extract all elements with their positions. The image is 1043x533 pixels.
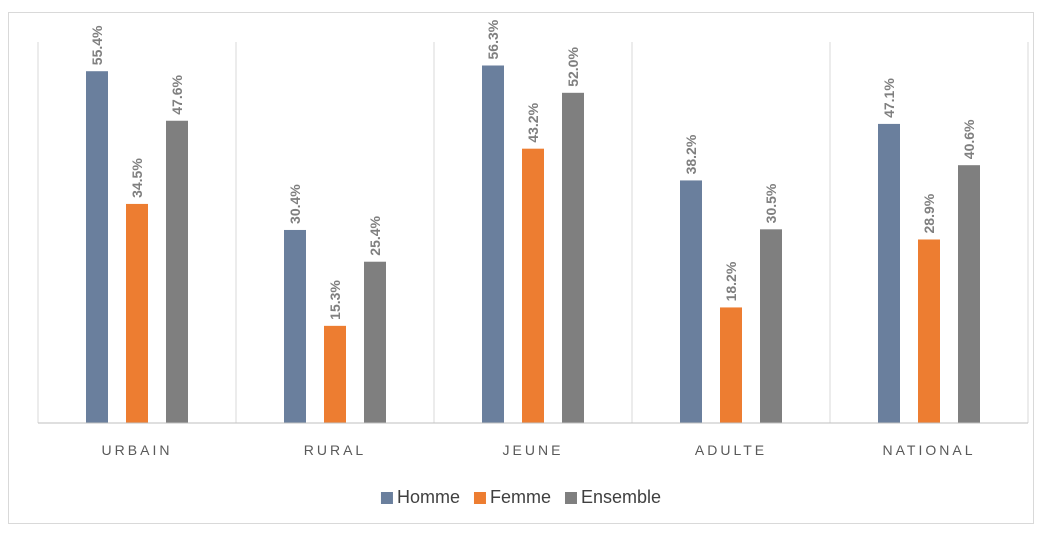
legend-swatch (564, 492, 577, 504)
bar-ensemble-national (958, 165, 980, 423)
legend-label: Femme (490, 487, 551, 507)
bars-group (86, 65, 980, 424)
data-label: 18.2% (723, 261, 739, 301)
legend-item-ensemble: Ensemble (564, 487, 661, 507)
tick-label: ADULTE (695, 442, 767, 458)
data-label: 28.9% (921, 193, 937, 233)
data-label: 47.6% (169, 74, 185, 114)
bar-ensemble-urbain (166, 120, 188, 424)
data-label: 25.4% (367, 215, 383, 255)
bar-femme-adulte (720, 307, 742, 423)
data-label: 52.0% (565, 47, 581, 87)
data-label: 56.3% (485, 19, 501, 59)
legend: Homme Femme Ensemble (380, 487, 661, 507)
category-labels: URBAIN RURAL JEUNE ADULTE NATIONAL (102, 442, 976, 458)
data-label: 30.4% (287, 184, 303, 224)
tick-label: URBAIN (102, 442, 173, 458)
tick-label: RURAL (304, 442, 366, 458)
data-label: 55.4% (89, 25, 105, 65)
data-label: 34.5% (129, 158, 145, 198)
data-label: 15.3% (327, 280, 343, 320)
bar-femme-urbain (126, 203, 148, 423)
data-label: 47.1% (881, 78, 897, 118)
data-label: 30.5% (763, 183, 779, 223)
bar-femme-rural (324, 325, 346, 423)
category-separators (37, 42, 1029, 423)
tick-label: NATIONAL (883, 442, 976, 458)
bar-homme-jeune (482, 65, 504, 424)
bar-femme-jeune (522, 148, 544, 423)
legend-item-femme: Femme (473, 487, 551, 507)
legend-swatch (473, 492, 486, 504)
data-label: 43.2% (525, 102, 541, 142)
bar-femme-national (918, 239, 940, 423)
bar-ensemble-adulte (760, 229, 782, 423)
bar-homme-national (878, 123, 900, 423)
data-label: 38.2% (683, 134, 699, 174)
bar-homme-rural (284, 229, 306, 423)
bar-ensemble-jeune (562, 92, 584, 424)
legend-label: Ensemble (581, 487, 661, 507)
legend-label: Homme (397, 487, 460, 507)
bar-ensemble-rural (364, 261, 386, 423)
legend-item-homme: Homme (380, 487, 460, 507)
tick-label: JEUNE (503, 442, 564, 458)
data-labels: 55.4% 34.5% 47.6% 30.4% 15.3% 25.4% 56.3% 43.2%… (89, 19, 977, 320)
data-label: 40.6% (961, 119, 977, 159)
legend-swatch (380, 492, 393, 504)
bar-homme-adulte (680, 180, 702, 423)
bar-homme-urbain (86, 71, 108, 424)
